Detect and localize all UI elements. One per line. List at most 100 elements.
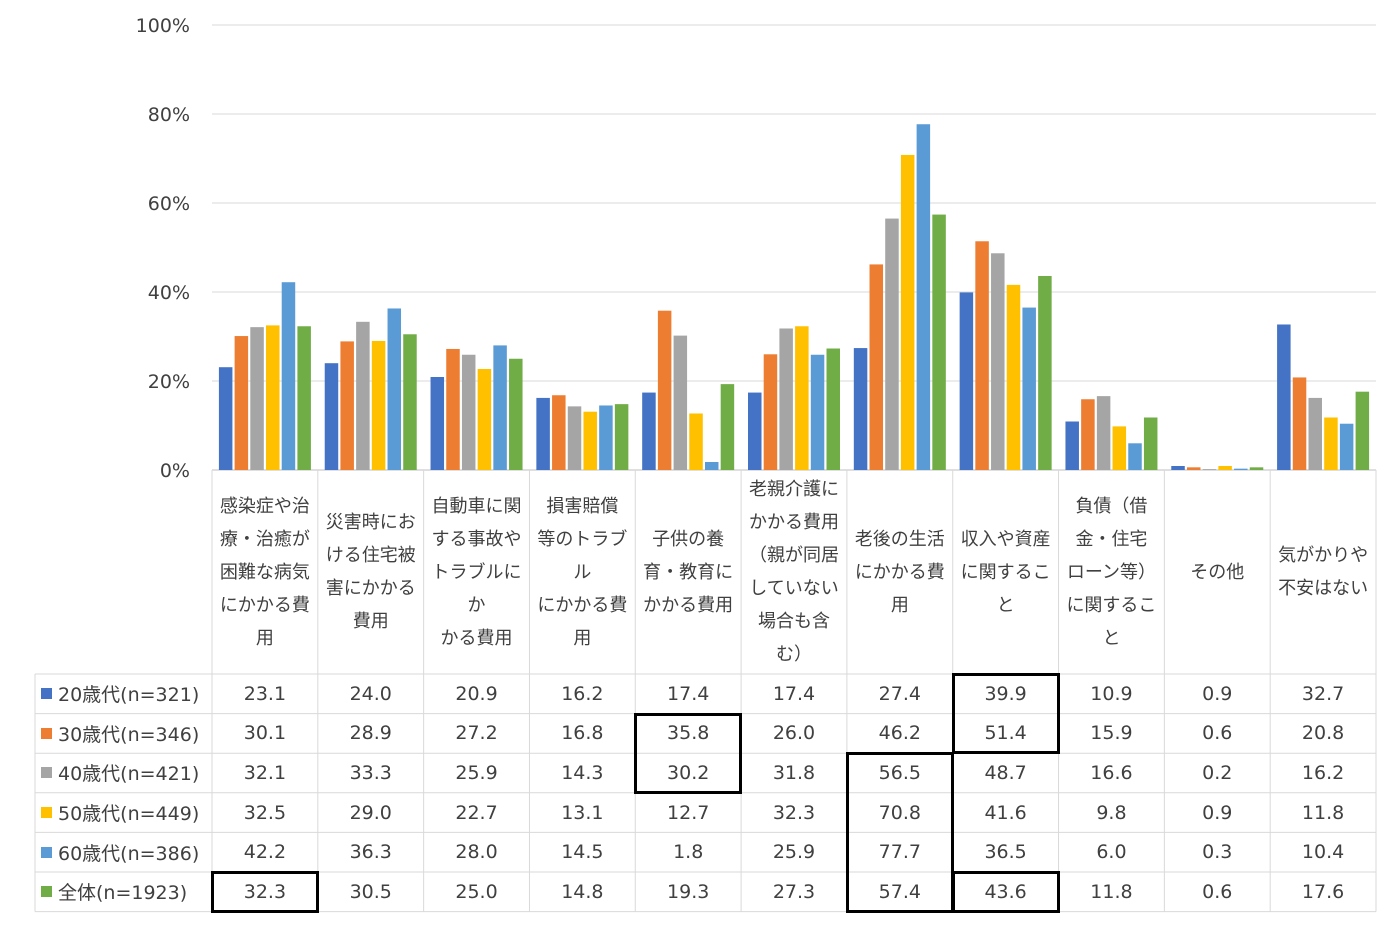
y-axis-tick-labels: 0% 20% 40% 60% 80% 100% xyxy=(136,15,190,482)
bar xyxy=(1234,468,1248,470)
bar xyxy=(795,326,809,470)
table-cell: 19.3 xyxy=(667,880,710,903)
bar xyxy=(614,404,629,470)
table-row-header: 全体(n=1923) xyxy=(35,872,212,912)
table-cell: 35.8 xyxy=(667,722,710,745)
table-cell: 39.9 xyxy=(984,682,1027,705)
bar xyxy=(552,395,566,470)
table-cell: 57.4 xyxy=(878,880,921,903)
bar xyxy=(642,392,656,470)
bar xyxy=(281,282,296,470)
bar xyxy=(1249,467,1264,470)
table-cell: 16.2 xyxy=(561,682,604,705)
table-cell: 0.9 xyxy=(1202,801,1233,824)
table-cell: 28.9 xyxy=(349,722,392,745)
table-cell: 9.8 xyxy=(1096,801,1127,824)
table-cell: 15.9 xyxy=(1090,722,1133,745)
table-cell: 56.5 xyxy=(878,761,921,784)
table-cell: 12.7 xyxy=(667,801,710,824)
y-tick-label: 20% xyxy=(148,371,190,393)
table-cell: 43.6 xyxy=(984,880,1027,903)
bar xyxy=(975,241,989,470)
bar xyxy=(1006,284,1021,470)
table-cell: 0.3 xyxy=(1202,841,1233,864)
table-cell: 32.3 xyxy=(772,801,816,824)
table-cell: 36.5 xyxy=(984,841,1027,864)
bar xyxy=(932,214,946,470)
table-cell: 32.5 xyxy=(243,801,287,824)
bar xyxy=(704,461,719,470)
table-cell: 31.8 xyxy=(772,761,816,784)
table-cell: 30.2 xyxy=(667,761,710,784)
table-cell: 48.7 xyxy=(984,761,1027,784)
bar xyxy=(1022,307,1036,470)
bar xyxy=(900,154,915,470)
series-name: 全体(n=1923) xyxy=(58,882,188,905)
bar xyxy=(387,308,402,470)
bar xyxy=(1186,467,1201,470)
bar xyxy=(657,310,672,470)
bar xyxy=(250,327,264,470)
bar xyxy=(1202,469,1217,470)
table-cell: 30.1 xyxy=(243,722,287,745)
table-cell: 32.3 xyxy=(243,880,287,903)
bar xyxy=(1112,426,1127,470)
table-cell: 70.8 xyxy=(878,801,921,824)
bar xyxy=(1143,417,1158,470)
bar xyxy=(583,411,597,470)
table-cell: 13.1 xyxy=(561,801,604,824)
bar xyxy=(1218,465,1232,470)
table-cell: 14.5 xyxy=(561,841,604,864)
bar xyxy=(853,348,868,470)
category-label: 自動車に関 する事故や トラブルにか かる費用 xyxy=(431,495,522,649)
bar xyxy=(1308,397,1322,470)
table-cell: 77.7 xyxy=(878,841,921,864)
legend-key xyxy=(41,886,52,898)
bar xyxy=(1339,423,1354,470)
bar xyxy=(218,367,233,470)
bar xyxy=(810,354,825,470)
table-cell: 51.4 xyxy=(984,722,1027,745)
table-cell: 16.6 xyxy=(1090,761,1133,784)
table-row-header: 40歳代(n=421) xyxy=(35,753,212,793)
series-name: 60歳代(n=386) xyxy=(58,842,200,865)
table-cell: 33.3 xyxy=(349,761,392,784)
bar xyxy=(493,345,507,470)
bar xyxy=(1292,377,1307,470)
bar xyxy=(1324,417,1338,470)
table-cell: 32.1 xyxy=(243,761,287,784)
y-tick-label: 100% xyxy=(136,15,190,37)
y-tick-label: 60% xyxy=(148,193,190,215)
bar xyxy=(885,218,899,470)
series-name: 40歳代(n=421) xyxy=(58,763,200,786)
table-cell: 22.7 xyxy=(455,801,498,824)
table-cell: 20.9 xyxy=(455,682,498,705)
table-cell: 14.3 xyxy=(561,761,604,784)
table-cell: 0.2 xyxy=(1202,761,1233,784)
bar xyxy=(599,405,613,470)
table-cell: 30.5 xyxy=(349,880,392,903)
table-cell: 27.2 xyxy=(455,722,498,745)
table-cell: 27.3 xyxy=(772,880,816,903)
category-label: 災害時にお ける住宅被 害にかかる 費用 xyxy=(325,512,416,632)
bar xyxy=(991,253,1005,470)
table-cell: 17.4 xyxy=(772,682,816,705)
table-cell: 42.2 xyxy=(243,841,287,864)
table-cell: 25.0 xyxy=(455,880,498,903)
category-label: 負債（借 金・住宅 ローン等） に関すること xyxy=(1066,495,1157,649)
bar xyxy=(1355,391,1370,470)
bar xyxy=(689,413,703,470)
table-cell: 10.4 xyxy=(1301,841,1345,864)
table-cell: 28.0 xyxy=(455,841,498,864)
bar xyxy=(446,348,460,470)
series-name: 50歳代(n=449) xyxy=(58,803,200,826)
bar xyxy=(461,354,476,470)
table-cell: 16.8 xyxy=(561,722,604,745)
bar xyxy=(748,392,762,470)
table-cell: 11.8 xyxy=(1090,880,1133,903)
bar xyxy=(1081,399,1095,470)
y-tick-label: 40% xyxy=(148,282,190,304)
category-label: その他 xyxy=(1190,561,1245,583)
table-cell: 24.0 xyxy=(349,682,392,705)
bar xyxy=(1128,443,1142,470)
